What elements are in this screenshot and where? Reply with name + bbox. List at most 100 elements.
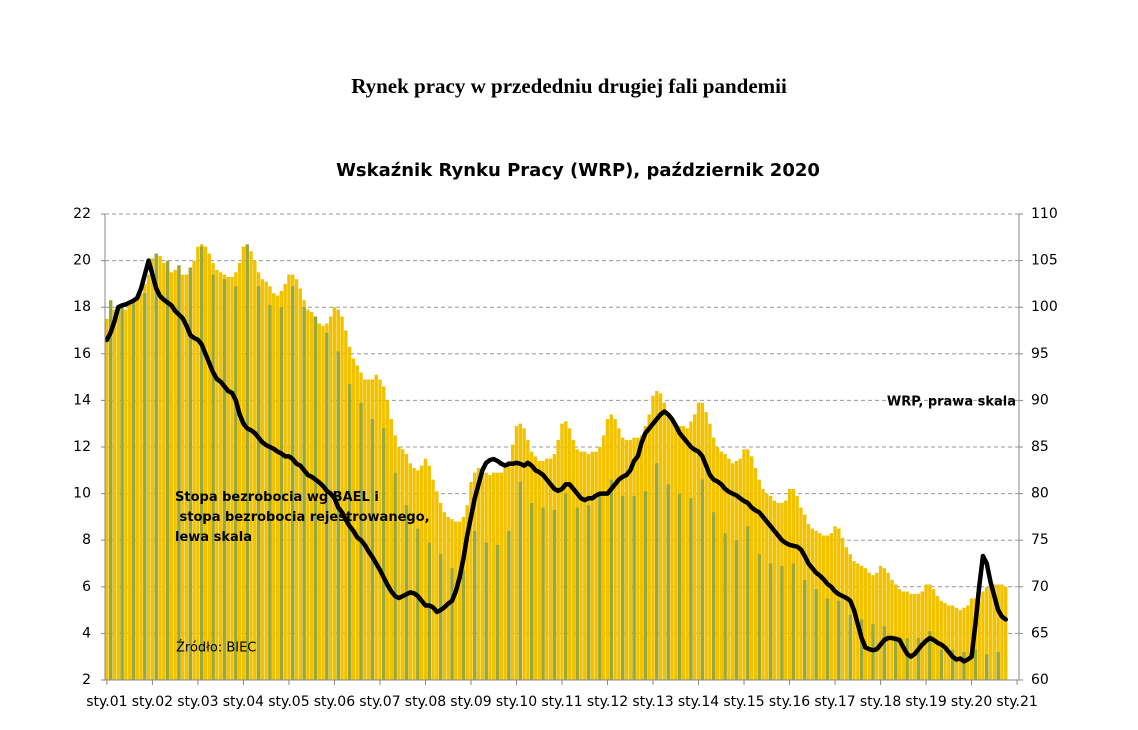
bar: [662, 402, 667, 680]
bar: [237, 262, 242, 680]
y-tick-label: 18: [73, 299, 91, 315]
bar: [594, 451, 598, 680]
bar: [708, 423, 712, 680]
y2-tick-label: 60: [1031, 672, 1049, 688]
bar: [177, 265, 181, 680]
bar: [795, 495, 799, 680]
y2-tick-label: 75: [1031, 532, 1049, 548]
bar: [116, 309, 120, 680]
x-tick-label: sty.12: [587, 694, 628, 710]
bar: [438, 554, 443, 680]
bar: [693, 414, 697, 680]
annotation-line: lewa skala: [175, 530, 252, 545]
bar: [738, 458, 742, 680]
bar: [522, 428, 526, 680]
bar: [382, 428, 386, 680]
y-tick-label: 8: [82, 532, 91, 548]
bar: [260, 279, 265, 680]
bar: [840, 537, 845, 680]
y2-tick-label: 105: [1031, 253, 1058, 269]
y2-tick-label: 90: [1031, 392, 1049, 408]
bar: [988, 584, 993, 680]
bar: [620, 495, 625, 680]
bar: [852, 561, 856, 680]
bar: [366, 379, 371, 680]
bar: [355, 365, 359, 680]
line: [104, 258, 1008, 664]
bar: [586, 505, 591, 680]
bar: [461, 570, 466, 680]
x-tick-label: sty.14: [678, 694, 719, 710]
bar: [761, 488, 765, 680]
bar: [207, 253, 212, 681]
bar: [962, 652, 966, 680]
y2-tick-label: 85: [1031, 439, 1049, 455]
bar: [188, 267, 193, 680]
bar: [765, 493, 769, 680]
bar: [677, 493, 682, 680]
bar: [609, 479, 614, 680]
bar: [799, 507, 803, 680]
bar: [897, 589, 902, 680]
x-tick-label: sty.18: [860, 694, 901, 710]
bar: [518, 481, 522, 680]
bar: [150, 258, 155, 680]
y-tick-label: 10: [73, 486, 91, 502]
lines: [104, 258, 1008, 664]
bar: [344, 330, 348, 680]
bar: [446, 516, 450, 680]
bar: [370, 419, 375, 680]
bar: [643, 491, 648, 680]
bar: [401, 449, 405, 680]
bar: [749, 456, 754, 680]
bar: [992, 584, 997, 680]
bar: [912, 593, 917, 680]
bar: [541, 507, 545, 680]
bar: [833, 526, 837, 680]
bar: [105, 318, 109, 680]
bar: [192, 260, 196, 680]
bar: [283, 283, 287, 680]
bar: [768, 563, 773, 680]
bar: [309, 311, 314, 680]
bar: [939, 600, 943, 680]
bar: [658, 393, 663, 680]
bar: [1000, 584, 1004, 680]
bar: [579, 451, 583, 680]
bar: [336, 351, 340, 680]
bar: [135, 297, 139, 680]
bar: [249, 251, 253, 680]
bar: [457, 521, 462, 680]
bar: [810, 528, 815, 680]
bar: [583, 451, 587, 680]
bar: [218, 272, 223, 680]
bar: [916, 593, 921, 680]
x-tick-label: sty.07: [359, 694, 400, 710]
bar: [985, 654, 989, 680]
bar: [347, 384, 352, 680]
bar: [954, 607, 959, 680]
bar: [211, 274, 215, 680]
bar: [696, 402, 701, 680]
bar: [526, 440, 530, 680]
bar: [112, 309, 117, 680]
x-tick-label: sty.19: [905, 694, 946, 710]
bar: [742, 449, 746, 680]
y2-tick-label: 80: [1031, 486, 1049, 502]
bar: [727, 458, 731, 680]
bar: [302, 307, 306, 680]
x-tick-label: sty.17: [814, 694, 855, 710]
bar: [602, 435, 606, 680]
bar: [947, 605, 951, 680]
bar: [275, 295, 280, 680]
bar: [875, 572, 879, 680]
bar: [575, 507, 579, 680]
bar: [757, 554, 761, 680]
x-tick-label: sty.02: [132, 694, 173, 710]
bar: [784, 500, 788, 680]
bar: [882, 626, 887, 680]
x-tick-label: sty.09: [450, 694, 491, 710]
bar: [867, 572, 871, 680]
bar: [746, 526, 750, 680]
